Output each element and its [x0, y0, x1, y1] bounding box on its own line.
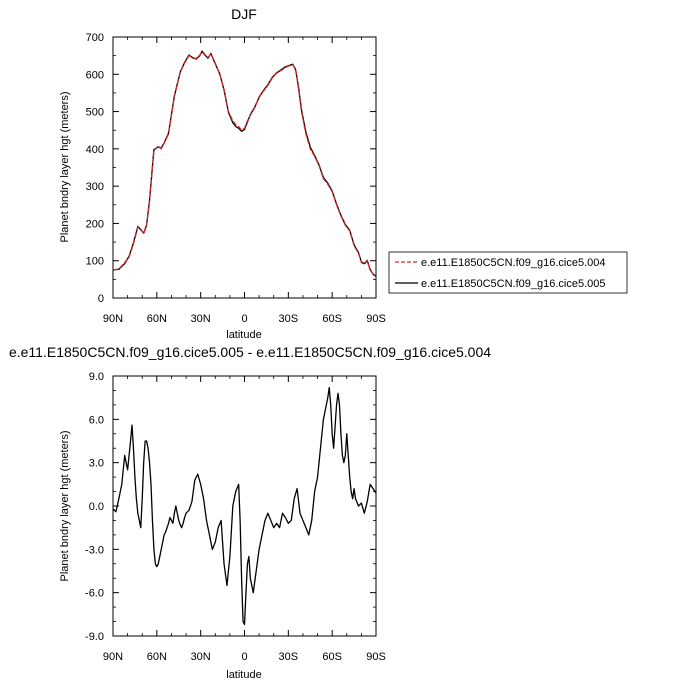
bottom-y-axis-label: Planet bndry layer hgt (meters) [59, 430, 71, 581]
top-ticks: 90N 60N 30N 0 30S 60S 90S 0 100 200 300 400 500 600 70… [86, 32, 386, 325]
bottom-x-tick-label: 90S [366, 651, 386, 663]
bottom-panel: e.e11.E1850C5CN.f09_g16.cice5.005 - e.e1… [9, 344, 491, 681]
top-y-tick-label: 500 [86, 107, 104, 119]
bottom-series-layer [112, 386, 377, 626]
top-panel: DJF 90N 60N 30N 0 30S 60S 90S 0 100 200 300 400 500 6… [59, 6, 386, 341]
bottom-y-tick-label: -9.0 [85, 631, 104, 643]
top-y-tick-label: 100 [86, 256, 104, 268]
bottom-x-tick-label: 30S [279, 651, 299, 663]
top-x-tick-label: 60N [147, 313, 167, 325]
bottom-x-tick-label: 60N [147, 651, 167, 663]
top-x-tick-label: 90S [366, 313, 386, 325]
top-y-tick-label: 600 [86, 69, 104, 81]
bottom-y-tick-label: 0.0 [89, 501, 104, 513]
bottom-series-line-0 [112, 386, 377, 626]
top-y-tick-label: 300 [86, 181, 104, 193]
top-x-tick-label: 30N [191, 313, 211, 325]
bottom-x-tick-label: 0 [241, 651, 247, 663]
bottom-y-tick-label: -6.0 [85, 588, 104, 600]
bottom-x-tick-label: 30N [191, 651, 211, 663]
top-x-tick-label: 60S [322, 313, 342, 325]
top-chart-title: DJF [231, 6, 257, 22]
top-y-tick-label: 700 [86, 32, 104, 44]
bottom-y-tick-label: -3.0 [85, 544, 104, 556]
top-x-tick-label: 90N [103, 313, 123, 325]
top-series-line-1 [112, 50, 377, 277]
bottom-chart-title: e.e11.E1850C5CN.f09_g16.cice5.005 - e.e1… [9, 344, 491, 360]
top-x-tick-label: 30S [279, 313, 299, 325]
legend-box [388, 251, 628, 294]
legend-label-1: e.e11.E1850C5CN.f09_g16.cice5.005 [421, 278, 606, 290]
bottom-x-axis-label: latitude [226, 669, 261, 681]
top-y-tick-label: 400 [86, 144, 104, 156]
bottom-y-tick-label: 3.0 [89, 458, 104, 470]
legend: e.e11.E1850C5CN.f09_g16.cice5.004 e.e11.… [388, 251, 628, 294]
top-y-axis-label: Planet bndry layer hgt (meters) [59, 91, 71, 242]
top-x-axis-label: latitude [226, 329, 261, 341]
bottom-x-tick-label: 90N [103, 651, 123, 663]
bottom-ticks: 90N 60N 30N 0 30S 60S 90S 9.0 6.0 3.0 0.0 -3.0 -6.0 -… [85, 371, 386, 663]
bottom-y-tick-label: 6.0 [89, 414, 104, 426]
bottom-y-tick-label: 9.0 [89, 371, 104, 383]
top-y-tick-label: 0 [98, 293, 104, 305]
bottom-x-tick-label: 60S [322, 651, 342, 663]
top-series-line-0 [112, 51, 377, 277]
top-series-layer [112, 50, 377, 277]
legend-label-0: e.e11.E1850C5CN.f09_g16.cice5.004 [421, 257, 606, 269]
top-y-tick-label: 200 [86, 218, 104, 230]
top-x-tick-label: 0 [241, 313, 247, 325]
